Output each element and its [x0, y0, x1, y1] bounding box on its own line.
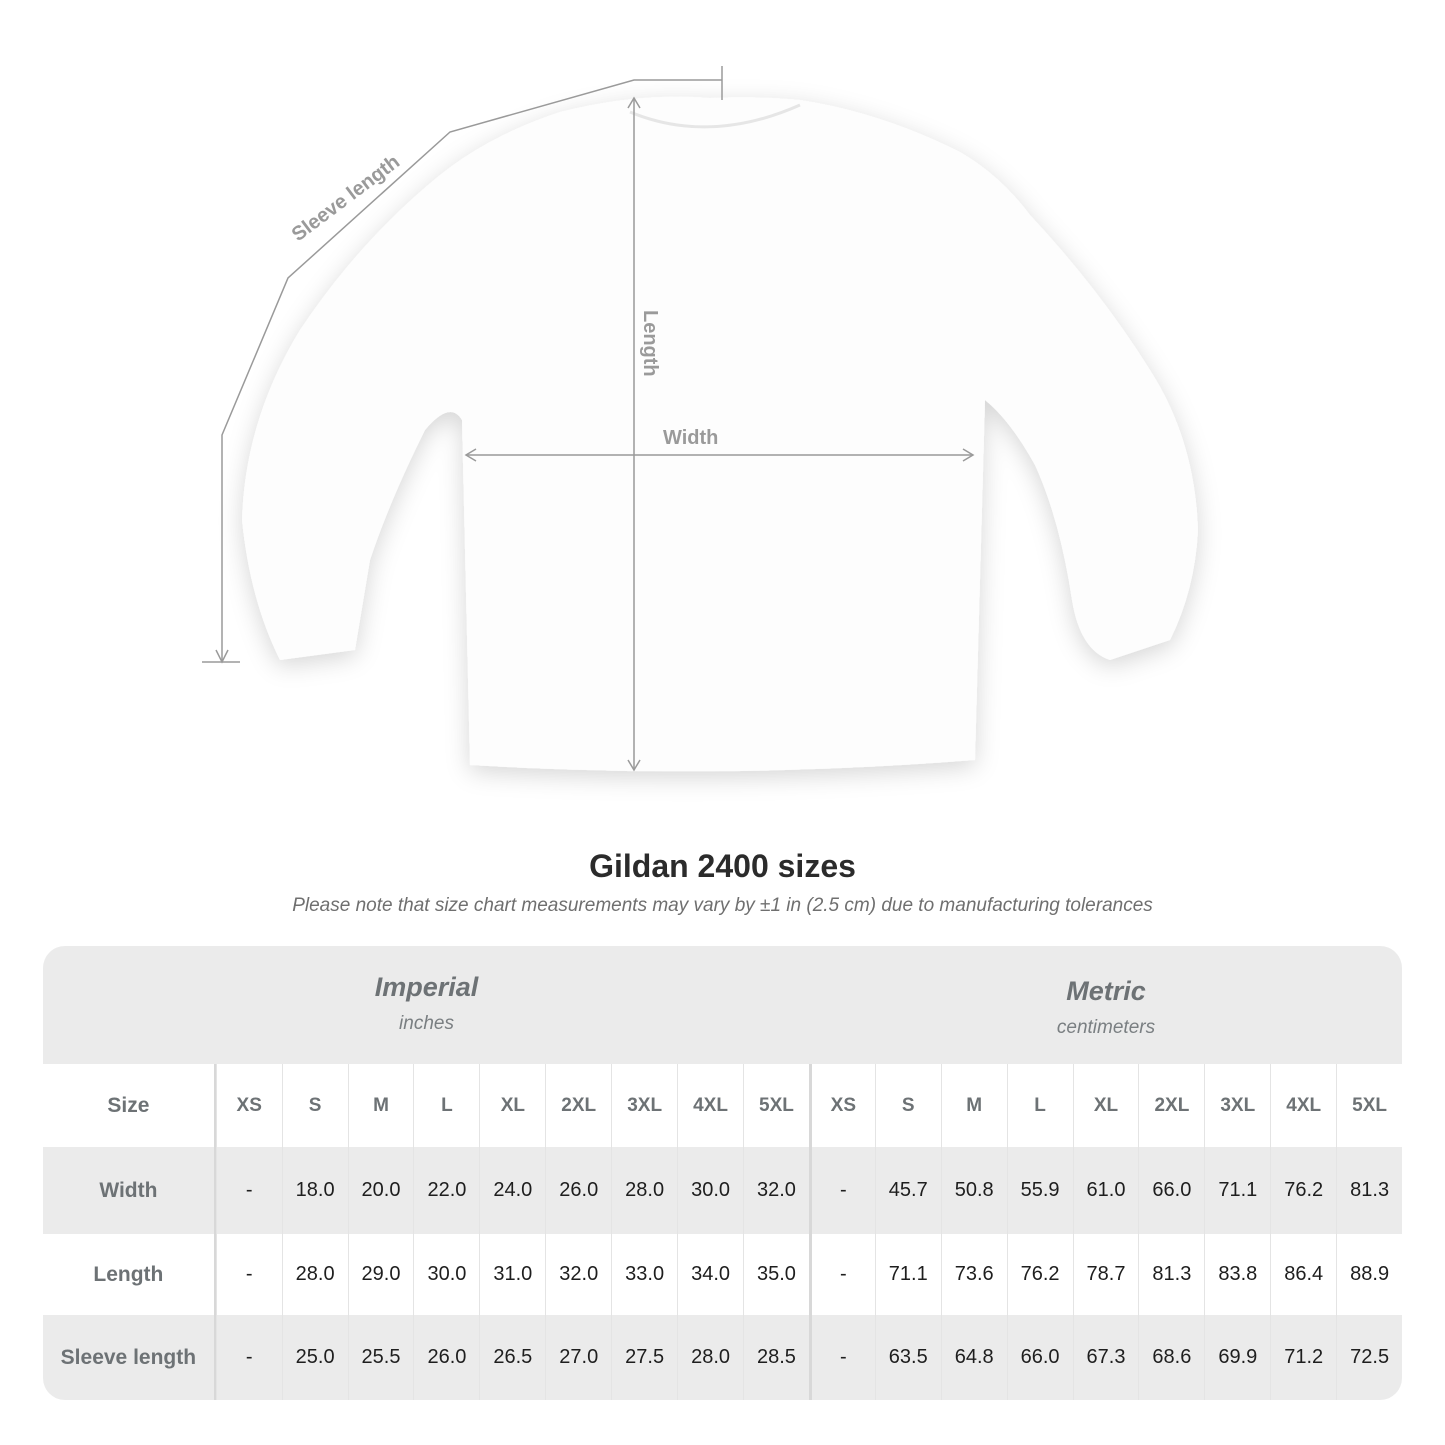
- metric-size-header: M: [940, 1064, 1007, 1147]
- imperial-title: Imperial: [374, 972, 479, 1002]
- metric-value-cell: 50.8: [940, 1147, 1007, 1234]
- imperial-value-cell: -: [215, 1147, 282, 1234]
- metric-value-cell: 71.2: [1270, 1315, 1336, 1400]
- size-table: Imperial inches Metric centimeters Size X…: [43, 946, 1402, 1400]
- metric-value-cell: 63.5: [874, 1315, 941, 1400]
- sleeve-length-line: [221, 79, 722, 662]
- metric-value-cell: 76.2: [1270, 1147, 1336, 1234]
- metric-size-header: XL: [1072, 1064, 1139, 1147]
- imperial-header: Imperial inches: [43, 946, 810, 1064]
- metric-size-header: S: [874, 1064, 941, 1147]
- metric-unit: centimeters: [1056, 1017, 1156, 1038]
- metric-value-cell: 69.9: [1204, 1315, 1270, 1400]
- metric-value-cell: 66.0: [1138, 1147, 1204, 1234]
- size-label: Size: [43, 1064, 216, 1147]
- metric-value-cell: 64.8: [940, 1315, 1007, 1400]
- metric-title: Metric: [1066, 976, 1146, 1006]
- metric-size-header: L: [1006, 1064, 1073, 1147]
- metric-size-header: 3XL: [1204, 1064, 1270, 1147]
- imperial-value-cell: 34.0: [677, 1234, 743, 1315]
- imperial-unit: inches: [399, 1013, 454, 1034]
- metric-value-cell: 73.6: [940, 1234, 1007, 1315]
- imperial-value-cell: 33.0: [611, 1234, 677, 1315]
- metric-value-cell: 72.5: [1336, 1315, 1402, 1400]
- table-row: Sleeve length -25.0 25.5 26.0 26.5 27.0 27.5 28…: [43, 1315, 1402, 1400]
- imperial-value-cell: 18.0: [281, 1147, 348, 1234]
- size-header-row: Size XS S M L XL 2XL 3XL 4XL 5XL XS S M L XL 2XL 3XL 4XL 5…: [43, 1064, 1402, 1147]
- metric-value-cell: -: [808, 1234, 875, 1315]
- metric-value-cell: 81.3: [1138, 1234, 1204, 1315]
- metric-value-cell: 83.8: [1204, 1234, 1270, 1315]
- imperial-size-header: L: [413, 1064, 479, 1147]
- imperial-value-cell: 28.5: [743, 1315, 809, 1400]
- row-label: Length: [43, 1234, 216, 1315]
- row-label: Sleeve length: [43, 1315, 216, 1400]
- imperial-size-header: 3XL: [611, 1064, 677, 1147]
- imperial-value-cell: 32.0: [545, 1234, 611, 1315]
- imperial-value-cell: 35.0: [743, 1234, 809, 1315]
- imperial-size-header: XL: [479, 1064, 545, 1147]
- imperial-value-cell: 20.0: [347, 1147, 414, 1234]
- imperial-size-header: 5XL: [743, 1064, 809, 1147]
- imperial-size-header: 2XL: [545, 1064, 611, 1147]
- table-row: Width -18.0 20.0 22.0 24.0 26.0 28.0 30.0 32.0-4…: [43, 1147, 1402, 1234]
- imperial-value-cell: -: [215, 1234, 282, 1315]
- metric-value-cell: 86.4: [1270, 1234, 1336, 1315]
- metric-size-header: 2XL: [1138, 1064, 1204, 1147]
- imperial-value-cell: 26.0: [545, 1147, 611, 1234]
- metric-value-cell: 45.7: [874, 1147, 941, 1234]
- metric-value-cell: 88.9: [1336, 1234, 1402, 1315]
- table-row: Length -28.0 29.0 30.0 31.0 32.0 33.0 34.0 35.0-…: [43, 1234, 1402, 1315]
- imperial-value-cell: 27.5: [611, 1315, 677, 1400]
- imperial-value-cell: 26.0: [413, 1315, 479, 1400]
- imperial-value-cell: 25.0: [281, 1315, 348, 1400]
- shirt-diagram: Sleeve length Length Width: [202, 66, 1198, 772]
- metric-size-header: 4XL: [1270, 1064, 1336, 1147]
- tolerance-note: Please note that size chart measurements…: [292, 895, 1153, 916]
- imperial-value-cell: -: [215, 1315, 282, 1400]
- imperial-size-header: S: [281, 1064, 348, 1147]
- metric-value-cell: -: [808, 1315, 875, 1400]
- metric-value-cell: 55.9: [1006, 1147, 1073, 1234]
- page-title: Gildan 2400 sizes: [589, 848, 856, 884]
- metric-value-cell: 81.3: [1336, 1147, 1402, 1234]
- metric-value-cell: 71.1: [1204, 1147, 1270, 1234]
- imperial-value-cell: 22.0: [413, 1147, 479, 1234]
- imperial-value-cell: 25.5: [347, 1315, 414, 1400]
- metric-value-cell: 66.0: [1006, 1315, 1073, 1400]
- imperial-value-cell: 32.0: [743, 1147, 809, 1234]
- metric-value-cell: 78.7: [1072, 1234, 1139, 1315]
- imperial-value-cell: 28.0: [677, 1315, 743, 1400]
- length-label: Length: [639, 310, 661, 377]
- imperial-value-cell: 28.0: [611, 1147, 677, 1234]
- imperial-value-cell: 24.0: [479, 1147, 545, 1234]
- metric-value-cell: 76.2: [1006, 1234, 1073, 1315]
- imperial-size-header: M: [347, 1064, 414, 1147]
- imperial-value-cell: 27.0: [545, 1315, 611, 1400]
- metric-value-cell: 71.1: [874, 1234, 941, 1315]
- imperial-value-cell: 30.0: [677, 1147, 743, 1234]
- metric-size-header: 5XL: [1336, 1064, 1402, 1147]
- imperial-value-cell: 30.0: [413, 1234, 479, 1315]
- imperial-size-header: 4XL: [677, 1064, 743, 1147]
- imperial-value-cell: 31.0: [479, 1234, 545, 1315]
- collar: [629, 103, 801, 129]
- metric-value-cell: 61.0: [1072, 1147, 1139, 1234]
- row-label: Width: [43, 1147, 216, 1234]
- imperial-size-header: XS: [215, 1064, 282, 1147]
- width-label: Width: [663, 427, 718, 449]
- long-sleeve-shirt: [242, 96, 1198, 772]
- imperial-value-cell: 29.0: [347, 1234, 414, 1315]
- metric-value-cell: -: [808, 1147, 875, 1234]
- imperial-value-cell: 26.5: [479, 1315, 545, 1400]
- metric-header: Metric centimeters: [810, 946, 1402, 1064]
- metric-value-cell: 68.6: [1138, 1315, 1204, 1400]
- metric-size-header: XS: [808, 1064, 875, 1147]
- metric-value-cell: 67.3: [1072, 1315, 1139, 1400]
- imperial-value-cell: 28.0: [281, 1234, 348, 1315]
